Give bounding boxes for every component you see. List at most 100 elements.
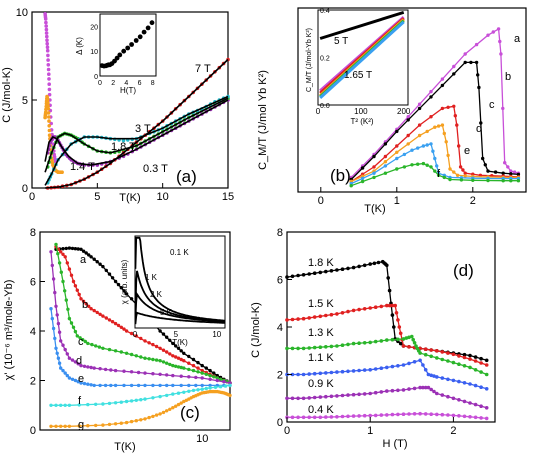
panel-c-data-point [81, 249, 86, 253]
panel-b-data-point [417, 102, 422, 106]
panel-d-data-point [285, 318, 289, 322]
panel-d-data-point [340, 343, 345, 348]
panel-c-data-point [191, 368, 196, 373]
panel-c-data-point [56, 356, 61, 360]
panel-c-data-point [134, 419, 138, 423]
panel-c-data-point [70, 358, 75, 362]
panel-c-data-point [98, 383, 102, 388]
panel-d-data-point [401, 337, 406, 341]
panel-b-data-point [410, 163, 414, 167]
panel-c-curve-label: f [78, 395, 82, 407]
panel-d-data-point [329, 269, 334, 273]
panel-c-data-point [75, 288, 80, 292]
panel-a-data-point [44, 20, 48, 25]
panel-c-data-point [228, 381, 232, 385]
panel-b-data-point [509, 179, 513, 183]
panel-c-data-point [143, 339, 147, 343]
panel-b-data-point [383, 160, 388, 164]
panel-d-data-point [473, 415, 478, 420]
panel-d-data-point [357, 392, 361, 397]
panel-d-data-point [440, 350, 445, 354]
panel-c-data-point [158, 383, 162, 388]
panel-b-data-point [402, 165, 407, 169]
panel-c-data-point [77, 403, 81, 407]
panel-b-data-point [442, 131, 446, 136]
panel-a-series-label: 7 T [195, 63, 211, 75]
panel-d-data-point [479, 416, 483, 420]
panel-b-data-point [512, 170, 517, 174]
panel-c-data-point [86, 424, 90, 428]
panel-c-data-point [101, 423, 105, 427]
panel-c-data-point [113, 401, 118, 405]
panel-c-data-point [208, 373, 212, 378]
panel-c-data-point [154, 413, 159, 417]
panel-a-inset-y-tick-label: 0 [94, 74, 98, 81]
panel-a-data-point [44, 27, 49, 32]
panel-c-data-point [69, 273, 74, 277]
panel-d-data-point [307, 372, 312, 376]
panel-c-data-point [208, 383, 212, 388]
panel-d-data-point [429, 354, 434, 359]
panel-d-data-point [379, 413, 384, 417]
panel-d-data-point [462, 399, 467, 404]
panel-c-data-point [49, 307, 53, 311]
panel-c-data-point [165, 409, 169, 413]
panel-d-data-point [324, 371, 328, 375]
panel-d-data-point [435, 412, 439, 417]
panel-b-data-point [440, 106, 445, 111]
panel-c-data-point [200, 383, 204, 388]
panel-a-inset-x-tick-label: 6 [138, 80, 142, 87]
panel-d-data-point [301, 346, 306, 351]
panel-d-data-point [401, 363, 406, 367]
panel-c-data-point [182, 399, 186, 404]
panel-c-data-point [179, 401, 183, 405]
panel-c-data-point [62, 289, 67, 293]
panel-a-inset-y-label: Δ (K) [75, 37, 84, 55]
panel-d-data-point [385, 389, 389, 393]
panel-d-series-label: 0.4 K [308, 404, 334, 416]
panel-c-data-point [50, 263, 54, 268]
panel-c-data-point [129, 331, 134, 336]
panel-c-data-point [89, 383, 93, 387]
panel-b-data-point [417, 123, 422, 127]
panel-b-data-point [383, 154, 388, 159]
panel-a-series-label: 1.4 T [70, 161, 95, 173]
panel-d-data-point [318, 314, 323, 319]
panel-c-inset-curve-label: 1 K [145, 273, 158, 282]
panel-d-data-point [435, 349, 439, 353]
panel-d-plot [285, 259, 489, 421]
panel-d-data-point [340, 267, 345, 272]
panel-d-data-point [351, 341, 356, 346]
panel-c-data-point [165, 361, 169, 365]
panel-d-data-point [368, 368, 373, 372]
panel-b-data-point [481, 156, 485, 161]
panel-b-data-point [463, 60, 467, 65]
panel-d-data-point [335, 268, 339, 272]
panel-a-y-label: C (J/mol-K) [1, 67, 13, 123]
panel-c-data-point [208, 368, 212, 373]
panel-d-data-point [401, 412, 406, 417]
panel-c-data-point [208, 386, 212, 390]
panel-c-data-point [212, 371, 216, 375]
panel-d-data-point [451, 396, 456, 401]
panel-c-data-point [87, 304, 91, 308]
panel-c-data-point [187, 361, 191, 365]
panel-c-y-tick-label: 2 [30, 376, 36, 388]
panel-c-data-point [158, 372, 162, 376]
panel-c-data-point [119, 421, 124, 425]
panel-c-data-point [113, 383, 118, 388]
panel-b-data-point [452, 72, 456, 76]
panel-d-data-point [407, 387, 411, 391]
panel-c-data-point [81, 338, 85, 342]
panel-c-data-point [57, 261, 62, 265]
panel-d-data-point [401, 344, 406, 348]
panel-a-data-point [47, 72, 51, 76]
panel-c-data-point [89, 307, 93, 311]
panel-c-data-point [97, 345, 102, 349]
panel-d-data-point [423, 368, 428, 372]
panel-b-data-point [440, 123, 445, 127]
panel-b-data-point [509, 169, 513, 173]
panel-c-data-point [204, 366, 208, 370]
panel-c-data-point [75, 334, 80, 338]
panel-c-data-point [191, 357, 196, 362]
